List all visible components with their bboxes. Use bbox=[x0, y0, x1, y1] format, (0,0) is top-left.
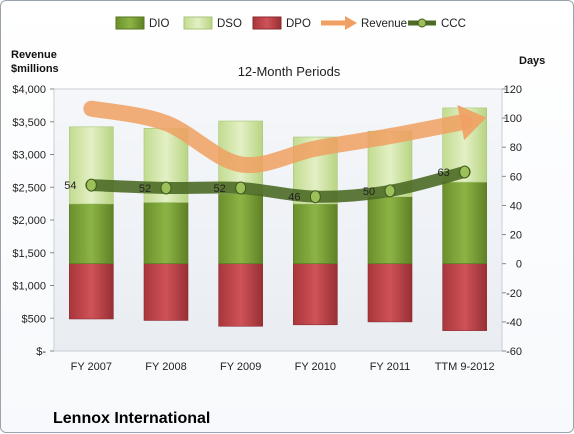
right-axis-label: Days bbox=[519, 55, 545, 67]
left-axis: $- $500 $1,000 $1,500 $2,000 $2,500 $3,000 $3,5… bbox=[12, 84, 54, 358]
legend-swatch-dpo bbox=[252, 16, 282, 30]
ccc-data-label: 52 bbox=[139, 183, 151, 195]
bar-dpo bbox=[218, 263, 263, 327]
bar-dio bbox=[442, 181, 487, 264]
ccc-point bbox=[309, 190, 321, 204]
left-tick-label: $3,000 bbox=[12, 150, 46, 162]
ccc-data-label: 50 bbox=[363, 186, 375, 198]
bar-dpo bbox=[293, 263, 338, 326]
chart-title: 12-Month Periods bbox=[238, 64, 341, 79]
left-tick-label: $2,000 bbox=[12, 215, 46, 227]
right-tick-label: -20 bbox=[506, 288, 522, 300]
left-tick-label: $1,500 bbox=[12, 248, 46, 260]
right-tick-label: 0 bbox=[516, 259, 522, 271]
right-axis: -60 -40 -20 0 20 40 60 80 100 120 bbox=[502, 84, 522, 358]
ccc-data-label: 46 bbox=[288, 192, 300, 204]
right-tick-label: 60 bbox=[510, 171, 522, 183]
revenue-arrowhead bbox=[457, 104, 487, 141]
x-axis: FY 2007 FY 2008 FY 2009 FY 2010 FY 2011 TTM 9… bbox=[71, 361, 495, 373]
ccc-point bbox=[459, 165, 471, 179]
ccc-series: 54 52 52 46 50 63 bbox=[64, 165, 471, 204]
bar-dio bbox=[367, 196, 413, 264]
ccc-point bbox=[85, 178, 97, 192]
right-tick-label: -60 bbox=[506, 346, 522, 358]
ccc-line bbox=[85, 165, 471, 203]
ccc-point bbox=[235, 181, 247, 195]
x-tick-label: FY 2008 bbox=[145, 361, 186, 373]
bar-dpo bbox=[69, 263, 114, 320]
left-tick-label: $3,500 bbox=[12, 117, 46, 129]
left-tick-label: $500 bbox=[22, 313, 46, 325]
ccc-data-label: 54 bbox=[64, 180, 76, 192]
legend-label: Revenue bbox=[361, 18, 407, 30]
x-tick-label: FY 2011 bbox=[370, 361, 411, 373]
x-tick-label: FY 2007 bbox=[71, 361, 112, 373]
legend-label: DPO bbox=[286, 18, 311, 30]
revenue-line bbox=[83, 100, 473, 174]
right-tick-label: 20 bbox=[510, 230, 522, 242]
ccc-data-label: 52 bbox=[214, 183, 226, 195]
left-tick-label: $2,500 bbox=[12, 182, 46, 194]
bar-dio bbox=[218, 193, 263, 264]
company-name: Lennox International bbox=[53, 410, 210, 427]
right-tick-label: 80 bbox=[510, 142, 522, 154]
x-tick-label: FY 2010 bbox=[295, 361, 336, 373]
left-tick-label: $- bbox=[36, 346, 46, 358]
bar-dpo bbox=[442, 263, 487, 331]
left-axis-label-line-1: Revenue bbox=[11, 49, 57, 61]
right-tick-label: 120 bbox=[504, 84, 522, 96]
bar-dio bbox=[69, 203, 114, 264]
ccc-point bbox=[384, 184, 396, 198]
right-tick-label: -40 bbox=[506, 317, 522, 329]
legend-swatch-dio bbox=[115, 16, 145, 30]
bar-dpo bbox=[367, 263, 413, 323]
x-tick-label: FY 2009 bbox=[220, 361, 261, 373]
legend-label: DIO bbox=[149, 18, 170, 30]
bar-dio bbox=[293, 203, 338, 264]
revenue-series bbox=[83, 100, 487, 174]
ccc-data-label: 63 bbox=[438, 167, 450, 179]
bar-dio bbox=[143, 202, 189, 264]
bar-dpo bbox=[143, 263, 189, 321]
legend-label: CCC bbox=[441, 18, 466, 30]
x-tick-label: TTM 9-2012 bbox=[435, 361, 495, 373]
legend-dot-icon bbox=[417, 18, 427, 28]
legend-swatch-dso bbox=[183, 16, 213, 30]
bar-dso bbox=[69, 126, 114, 205]
legend: DIO DSO DPO Revenue CCC bbox=[115, 16, 466, 30]
left-axis-label-line-2: $millions bbox=[11, 63, 59, 75]
legend-arrow-icon bbox=[345, 16, 357, 30]
right-tick-label: 40 bbox=[510, 200, 522, 212]
bars bbox=[69, 107, 487, 331]
left-tick-label: $4,000 bbox=[12, 84, 46, 96]
legend-label: DSO bbox=[217, 18, 242, 30]
ccc-point bbox=[160, 181, 172, 195]
left-tick-label: $1,000 bbox=[12, 281, 46, 293]
right-tick-label: 100 bbox=[504, 113, 522, 125]
